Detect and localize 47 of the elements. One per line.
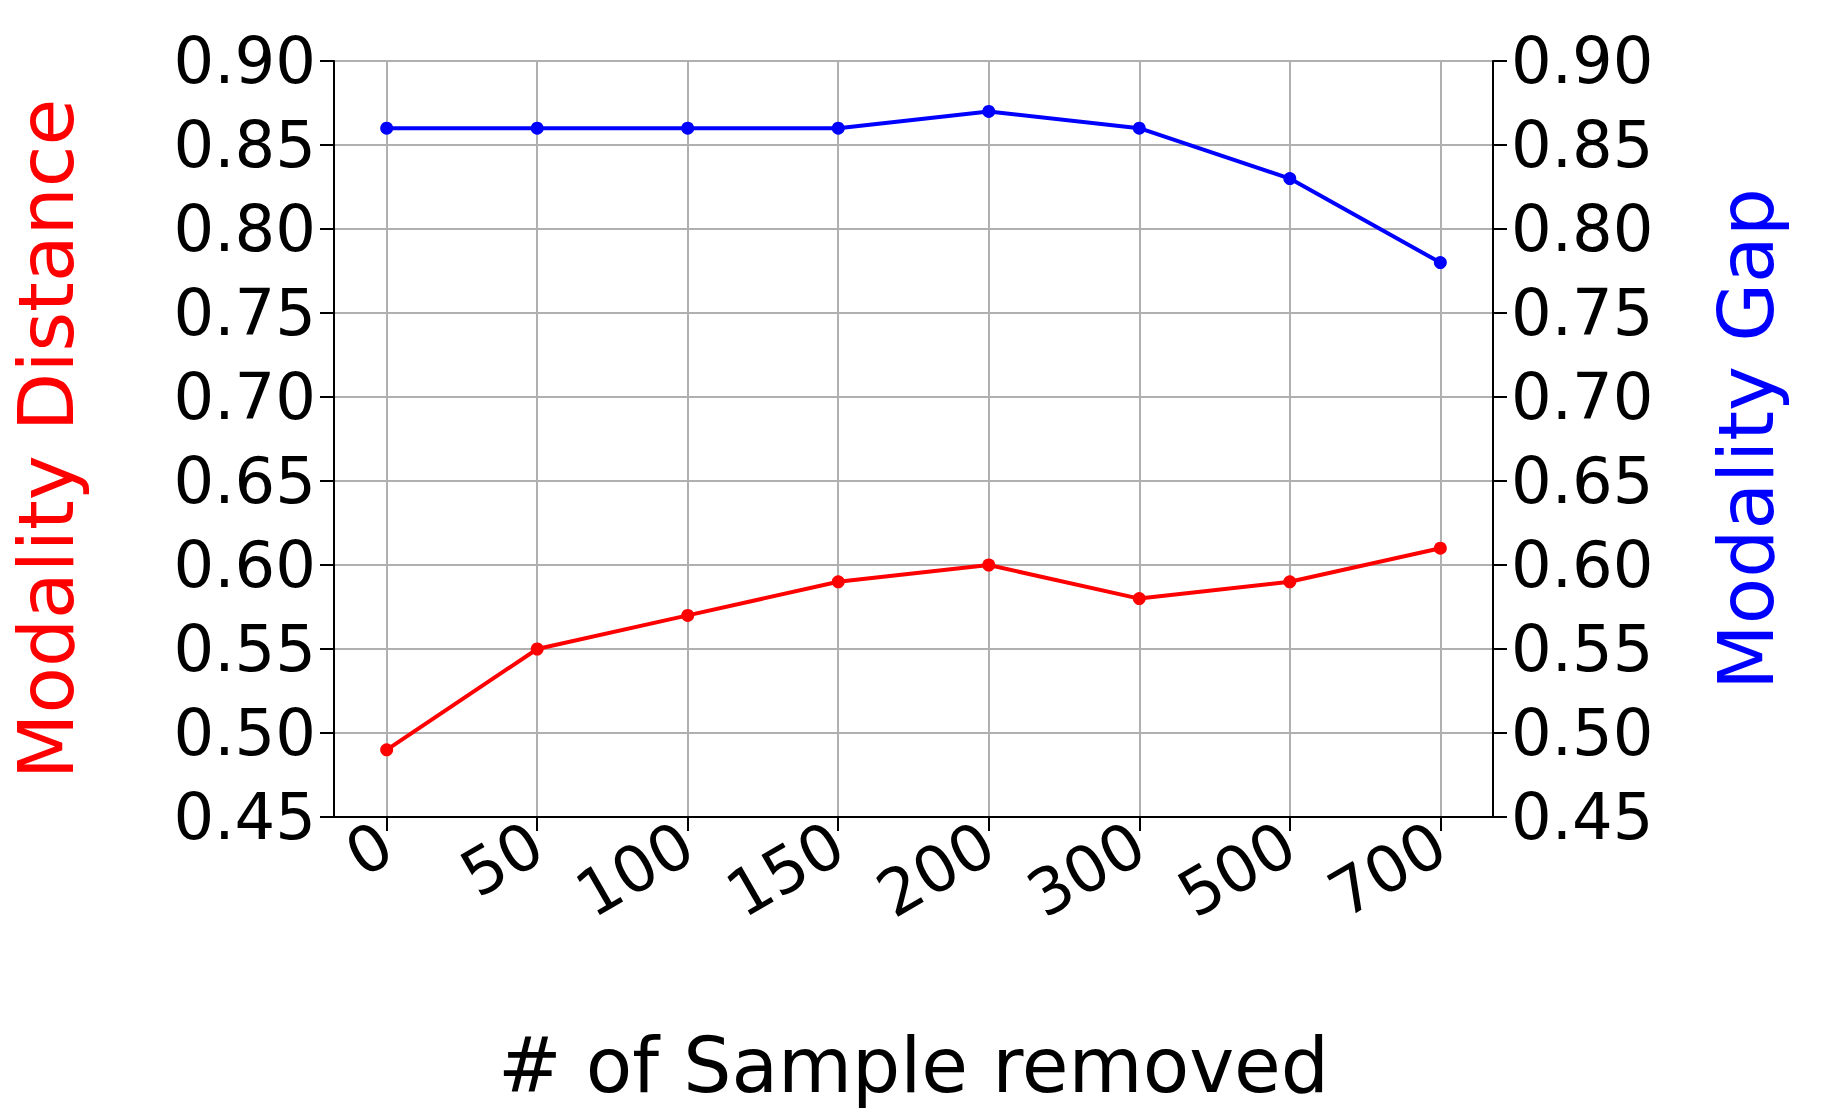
x-axis-title: # of Sample removed	[497, 1020, 1330, 1110]
x-tick-label: 500	[1165, 806, 1309, 933]
y-tick-label: 0.45	[173, 780, 316, 854]
y2-axis-title: Modality Gap	[1701, 188, 1791, 690]
point	[530, 642, 544, 656]
point	[530, 121, 544, 135]
y2-tick-label: 0.70	[1511, 360, 1654, 434]
y2-tick-label: 0.50	[1511, 696, 1654, 770]
y-tick-label: 0.60	[173, 528, 316, 602]
x-tick-label: 150	[713, 806, 857, 933]
y-tick-label: 0.90	[173, 24, 316, 98]
point	[1283, 575, 1297, 589]
x-tick-label: 100	[563, 806, 707, 933]
y2-tick-label: 0.75	[1511, 276, 1654, 350]
y-tick-label: 0.65	[173, 444, 316, 518]
point	[1283, 172, 1297, 186]
y2-tick-label: 0.90	[1511, 24, 1654, 98]
x-tick-label: 700	[1316, 806, 1459, 933]
y2-tick-label: 0.85	[1511, 108, 1654, 182]
point	[1132, 121, 1146, 135]
point	[1132, 592, 1146, 606]
point	[831, 121, 845, 135]
y2-tick-label: 0.60	[1511, 528, 1654, 602]
y-axis-title: Modality Distance	[1, 98, 91, 780]
y2-tick-label: 0.65	[1511, 444, 1654, 518]
y2-tick-label: 0.55	[1511, 612, 1654, 686]
point	[380, 743, 394, 757]
point	[681, 608, 695, 622]
x-tick-label: 50	[448, 806, 556, 912]
y-tick-label: 0.50	[173, 696, 316, 770]
y-tick-label: 0.85	[173, 108, 316, 182]
y-tick-label: 0.55	[173, 612, 316, 686]
y-tick-label: 0.75	[173, 276, 316, 350]
point	[982, 104, 996, 118]
x-tick-label: 0	[332, 806, 406, 892]
y-tick-label: 0.80	[173, 192, 316, 266]
point	[982, 558, 996, 572]
point	[1433, 256, 1447, 270]
point	[831, 575, 845, 589]
y2-tick-label: 0.45	[1511, 780, 1654, 854]
point	[1433, 541, 1447, 555]
point	[380, 121, 394, 135]
y2-tick-label: 0.80	[1511, 192, 1654, 266]
x-tick-label: 300	[1015, 806, 1158, 933]
y-tick-label: 0.70	[173, 360, 316, 434]
point	[681, 121, 695, 135]
x-tick-label: 200	[864, 806, 1008, 933]
